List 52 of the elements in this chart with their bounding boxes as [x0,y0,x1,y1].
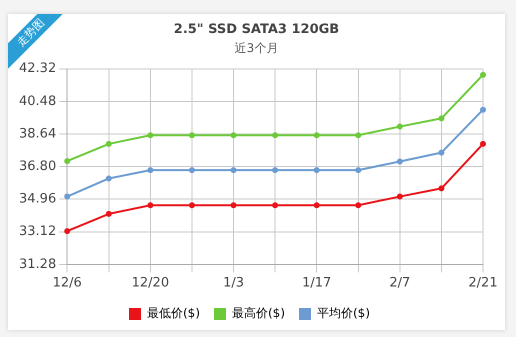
x-tick-label: 1/3 [223,276,244,291]
point [188,202,195,208]
point [64,158,70,164]
x-tick-label: 2/7 [389,276,410,291]
point [355,202,362,208]
point [272,167,278,174]
point [355,132,362,138]
point [355,167,362,174]
point [188,167,195,174]
point [480,72,486,78]
text: 走势图 [14,16,47,49]
y-tick-label: 31.28 [19,256,56,272]
legend-label: 最高价($) [232,306,285,320]
point [188,132,195,138]
x-tick-label: 2/21 [468,276,498,291]
point [314,167,320,174]
chart-subtitle: 近3个月 [234,41,278,55]
point [106,140,112,147]
point [147,202,154,208]
point [480,106,486,113]
point [147,132,154,138]
point [314,202,320,208]
legend-label: 平均价($) [317,306,370,320]
point [64,194,70,200]
point [438,185,444,192]
point [230,132,237,138]
y-tick-label: 42.32 [19,61,56,76]
y-tick-label: 34.96 [19,192,56,207]
point [396,194,403,200]
point [480,140,486,147]
x-tick-label: 12/6 [52,276,82,291]
x-tick-label: 12/20 [132,276,170,291]
y-tick-label: 40.48 [19,94,56,109]
x-tick-label: 1/17 [302,276,332,291]
point [438,115,444,122]
y-tick-label: 36.80 [19,158,56,174]
point [314,132,320,138]
point [106,175,112,182]
point [272,202,278,208]
point [396,124,403,130]
y-tick-label: 33.12 [19,224,56,240]
legend-label: 最低价($) [147,306,200,320]
point [272,132,278,138]
point [230,167,237,174]
point [396,158,403,164]
point [106,210,112,217]
y-tick-label: 38.64 [19,126,56,142]
point [230,202,237,208]
point [147,167,154,174]
chart-title: 2.5" SSD SATA3 120GB [174,22,340,37]
point [64,228,70,234]
point [438,150,444,156]
